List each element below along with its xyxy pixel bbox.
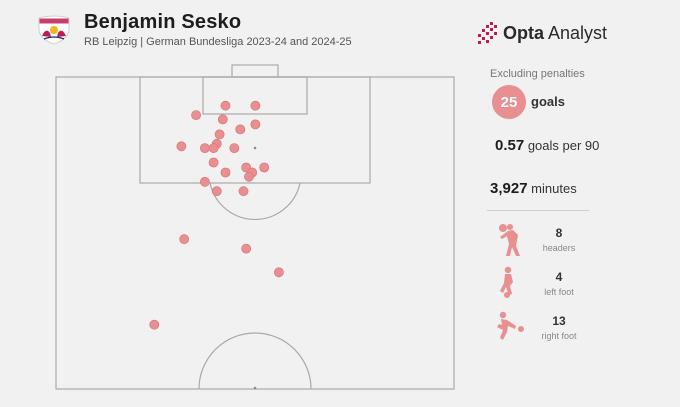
shot-point xyxy=(191,110,201,120)
left-foot-count: 4 xyxy=(555,270,563,284)
club-crest-icon xyxy=(38,15,70,45)
minutes-value: 3,927 xyxy=(490,180,528,197)
penalty-arc xyxy=(209,182,301,220)
goals-per-90: 0.57 goals per 90 xyxy=(495,137,599,154)
left-foot-label: left foot xyxy=(544,287,574,297)
shot-point xyxy=(250,100,261,111)
stats-divider xyxy=(487,210,589,211)
headers-count: 8 xyxy=(555,226,563,240)
shot-point xyxy=(244,171,254,182)
shot-point xyxy=(179,234,190,245)
brand-text: Opta Analyst xyxy=(503,23,607,44)
stats-caption: Excluding penalties xyxy=(490,68,585,80)
goals-per-90-label: goals per 90 xyxy=(527,138,600,153)
shot-point xyxy=(208,157,219,168)
goal-frame xyxy=(231,64,279,78)
penalty-spot xyxy=(253,146,257,150)
shot-point xyxy=(241,243,252,254)
right-foot-stat: 13 right foot xyxy=(494,310,594,350)
minutes-played: 3,927 minutes xyxy=(490,180,577,197)
shot-point xyxy=(149,319,160,330)
centre-circle xyxy=(198,332,312,390)
season-subtitle: RB Leipzig | German Bundesliga 2023-24 a… xyxy=(84,36,352,48)
left-foot-stat: 4 left foot xyxy=(494,266,594,306)
goals-label: goals xyxy=(531,94,565,109)
brand-name-bold: Opta xyxy=(503,23,545,43)
shot-point xyxy=(238,186,249,197)
shot-point xyxy=(259,162,270,173)
brand-name-regular: Analyst xyxy=(544,23,608,43)
minutes-label: minutes xyxy=(531,181,577,196)
goals-per-90-value: 0.57 xyxy=(495,137,525,154)
shot-points xyxy=(149,100,284,330)
shot-point xyxy=(208,143,219,153)
shot-point xyxy=(229,143,240,153)
shot-point xyxy=(199,176,210,187)
headers-label: headers xyxy=(542,243,576,253)
right-foot-icon xyxy=(497,311,524,340)
headers-stat: 8 headers xyxy=(494,222,594,262)
shot-point xyxy=(273,267,284,278)
shot-point xyxy=(250,119,261,130)
shot-point xyxy=(199,143,210,153)
header-icon xyxy=(499,224,520,256)
player-name: Benjamin Sesko xyxy=(84,11,242,33)
centre-spot xyxy=(253,386,257,390)
shot-point xyxy=(217,114,228,125)
shot-point xyxy=(176,141,187,152)
shot-point xyxy=(220,167,231,178)
right-foot-count: 13 xyxy=(552,314,566,328)
shot-point xyxy=(214,129,225,140)
right-foot-label: right foot xyxy=(541,331,577,341)
opta-pixel-logo-icon xyxy=(478,22,497,44)
left-foot-icon xyxy=(500,266,513,298)
penalty-area xyxy=(139,76,371,184)
shot-point xyxy=(211,186,222,197)
shot-point xyxy=(235,124,246,135)
goals-count-badge: 25 xyxy=(492,85,526,119)
shot-point xyxy=(220,100,231,111)
